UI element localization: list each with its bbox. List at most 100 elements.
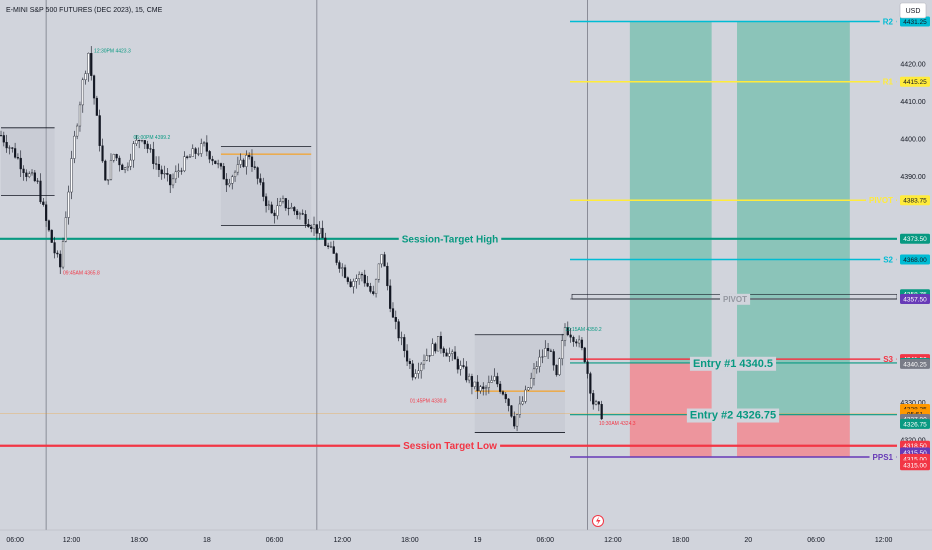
candle[interactable] — [30, 172, 34, 174]
candle[interactable] — [262, 182, 265, 197]
time-axis[interactable]: 06:00 12:00 18:00 18 06:00 12:00 18:00 19 06:00 1… — [0, 529, 932, 550]
candle[interactable] — [231, 176, 234, 184]
price-tag[interactable] — [900, 233, 930, 244]
candle[interactable] — [276, 205, 279, 217]
candle[interactable] — [470, 376, 474, 387]
candle[interactable] — [236, 164, 239, 173]
candle[interactable] — [28, 173, 31, 177]
candle[interactable] — [555, 364, 558, 376]
candle[interactable] — [95, 97, 98, 116]
candle[interactable] — [538, 356, 541, 367]
candle[interactable] — [493, 376, 496, 381]
candle[interactable] — [2, 135, 5, 143]
candle[interactable] — [518, 403, 521, 415]
candle[interactable] — [479, 386, 482, 392]
candle[interactable] — [123, 167, 127, 171]
candle[interactable] — [561, 340, 564, 359]
candle[interactable] — [456, 358, 459, 370]
candle[interactable] — [304, 214, 307, 225]
candle[interactable] — [318, 227, 321, 234]
candle[interactable] — [515, 414, 519, 427]
candle[interactable] — [535, 366, 538, 370]
candle[interactable] — [200, 143, 203, 154]
candle[interactable] — [259, 178, 262, 183]
candle[interactable] — [400, 337, 403, 339]
price-tag[interactable] — [900, 293, 930, 304]
candle[interactable] — [504, 394, 507, 400]
candle[interactable] — [453, 351, 457, 360]
candle[interactable] — [346, 277, 349, 282]
candle[interactable] — [586, 361, 589, 374]
candle[interactable] — [405, 350, 409, 362]
candle[interactable] — [524, 389, 527, 402]
candle[interactable] — [197, 153, 200, 155]
position-reward-zone[interactable] — [737, 21, 850, 415]
candle[interactable] — [211, 158, 214, 162]
candle[interactable] — [39, 180, 42, 203]
candle[interactable] — [118, 157, 121, 166]
candle[interactable] — [284, 198, 287, 209]
candle[interactable] — [403, 337, 406, 352]
candle[interactable] — [349, 281, 352, 287]
candle[interactable] — [321, 227, 324, 239]
candle[interactable] — [580, 339, 584, 349]
candle[interactable] — [324, 237, 327, 246]
candle[interactable] — [177, 170, 180, 173]
price-tag[interactable] — [900, 195, 930, 206]
candle[interactable] — [33, 172, 36, 182]
candle[interactable] — [380, 254, 383, 265]
candle[interactable] — [64, 217, 67, 242]
candle[interactable] — [592, 393, 595, 405]
candle[interactable] — [56, 252, 59, 255]
candle[interactable] — [13, 148, 17, 158]
candle[interactable] — [482, 386, 485, 389]
candle[interactable] — [267, 204, 270, 206]
candle[interactable] — [335, 253, 338, 263]
candle[interactable] — [47, 220, 51, 231]
candle[interactable] — [270, 204, 273, 214]
candle[interactable] — [552, 351, 555, 366]
candle[interactable] — [527, 387, 530, 391]
candle[interactable] — [67, 191, 70, 218]
candle[interactable] — [287, 207, 290, 209]
price-tag[interactable] — [900, 460, 930, 471]
candle[interactable] — [42, 201, 45, 205]
candle[interactable] — [81, 79, 84, 106]
currency-button[interactable]: USD — [899, 2, 927, 19]
candle[interactable] — [273, 212, 276, 217]
candle[interactable] — [169, 174, 172, 186]
candle[interactable] — [513, 416, 516, 427]
candle[interactable] — [411, 363, 414, 378]
candle[interactable] — [521, 401, 524, 405]
candle[interactable] — [417, 370, 420, 374]
candle[interactable] — [242, 159, 245, 167]
candle[interactable] — [183, 156, 186, 172]
candle[interactable] — [208, 151, 211, 160]
candle[interactable] — [369, 286, 372, 292]
candle[interactable] — [374, 279, 378, 294]
candle[interactable] — [0, 135, 3, 137]
candle[interactable] — [490, 380, 493, 383]
candle[interactable] — [205, 142, 208, 152]
candle[interactable] — [84, 73, 87, 81]
candle[interactable] — [135, 140, 138, 144]
candle[interactable] — [59, 253, 62, 268]
candle[interactable] — [465, 366, 468, 381]
candle[interactable] — [104, 160, 107, 181]
candle[interactable] — [171, 178, 175, 186]
candle[interactable] — [250, 156, 254, 167]
candle[interactable] — [301, 213, 304, 215]
candle[interactable] — [112, 154, 115, 161]
candle[interactable] — [166, 173, 169, 175]
candles[interactable] — [0, 46, 603, 432]
candle[interactable] — [352, 281, 355, 287]
candle[interactable] — [191, 148, 194, 157]
candle[interactable] — [422, 360, 426, 365]
candle[interactable] — [152, 149, 155, 164]
price-tag[interactable] — [900, 16, 930, 27]
candle[interactable] — [437, 336, 440, 352]
candle[interactable] — [363, 274, 366, 284]
candle[interactable] — [414, 373, 417, 378]
candle[interactable] — [366, 282, 369, 287]
candle[interactable] — [194, 148, 197, 154]
